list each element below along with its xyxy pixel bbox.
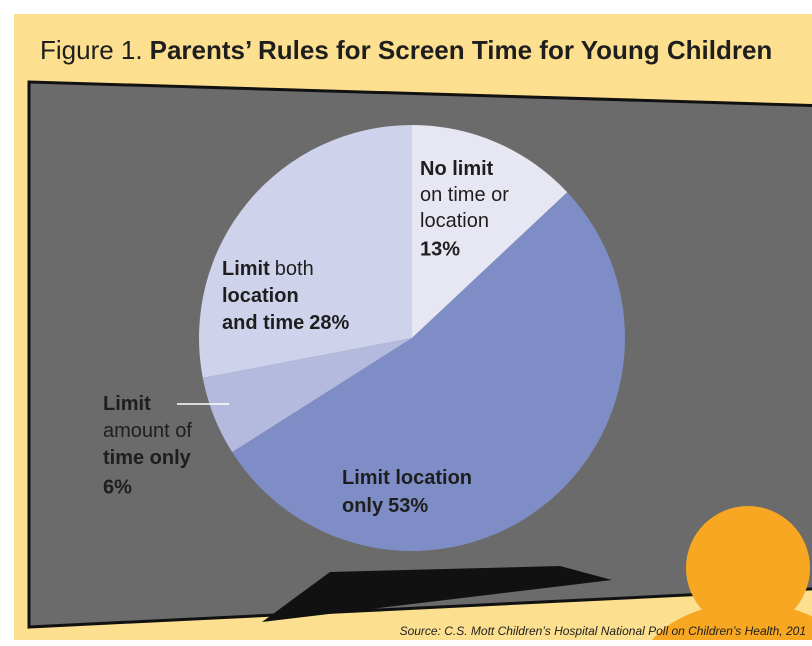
label-line: amount of [103, 420, 192, 442]
label-segment: Limit [103, 393, 151, 415]
label-segment: time only [103, 447, 192, 469]
label-line: location [222, 285, 299, 307]
label-segment: only [342, 495, 384, 517]
label-segment: Limit [222, 258, 270, 280]
value-label: 28% [309, 312, 349, 334]
label-line: Limit location [342, 467, 472, 489]
infographic: Figure 1.Parents’ Rules for Screen Time … [0, 0, 812, 646]
label-line: location [420, 210, 489, 232]
label-segment: and time [222, 312, 304, 334]
label-segment: No limit [420, 158, 494, 180]
title-main: Parents’ Rules for Screen Time for Young… [150, 35, 773, 65]
label-line: on time or [420, 184, 509, 206]
value-label: 6% [103, 476, 132, 498]
label-line: time only [103, 447, 192, 469]
label-segment: location [222, 285, 299, 307]
label-segment: Limit location [342, 467, 472, 489]
label-segment: on time or [420, 184, 509, 206]
label-segment: location [420, 210, 489, 232]
label-segment: amount of [103, 420, 192, 442]
value-label: 13% [420, 238, 460, 260]
label-segment: both [275, 258, 314, 280]
source: Source: C.S. Mott Children’s Hospital Na… [400, 624, 806, 638]
label-line: No limit [420, 158, 494, 180]
label-line: Limit [103, 393, 151, 415]
value-label: 53% [388, 495, 428, 517]
chart-title: Figure 1.Parents’ Rules for Screen Time … [40, 35, 772, 65]
title-prefix: Figure 1. [40, 35, 143, 65]
